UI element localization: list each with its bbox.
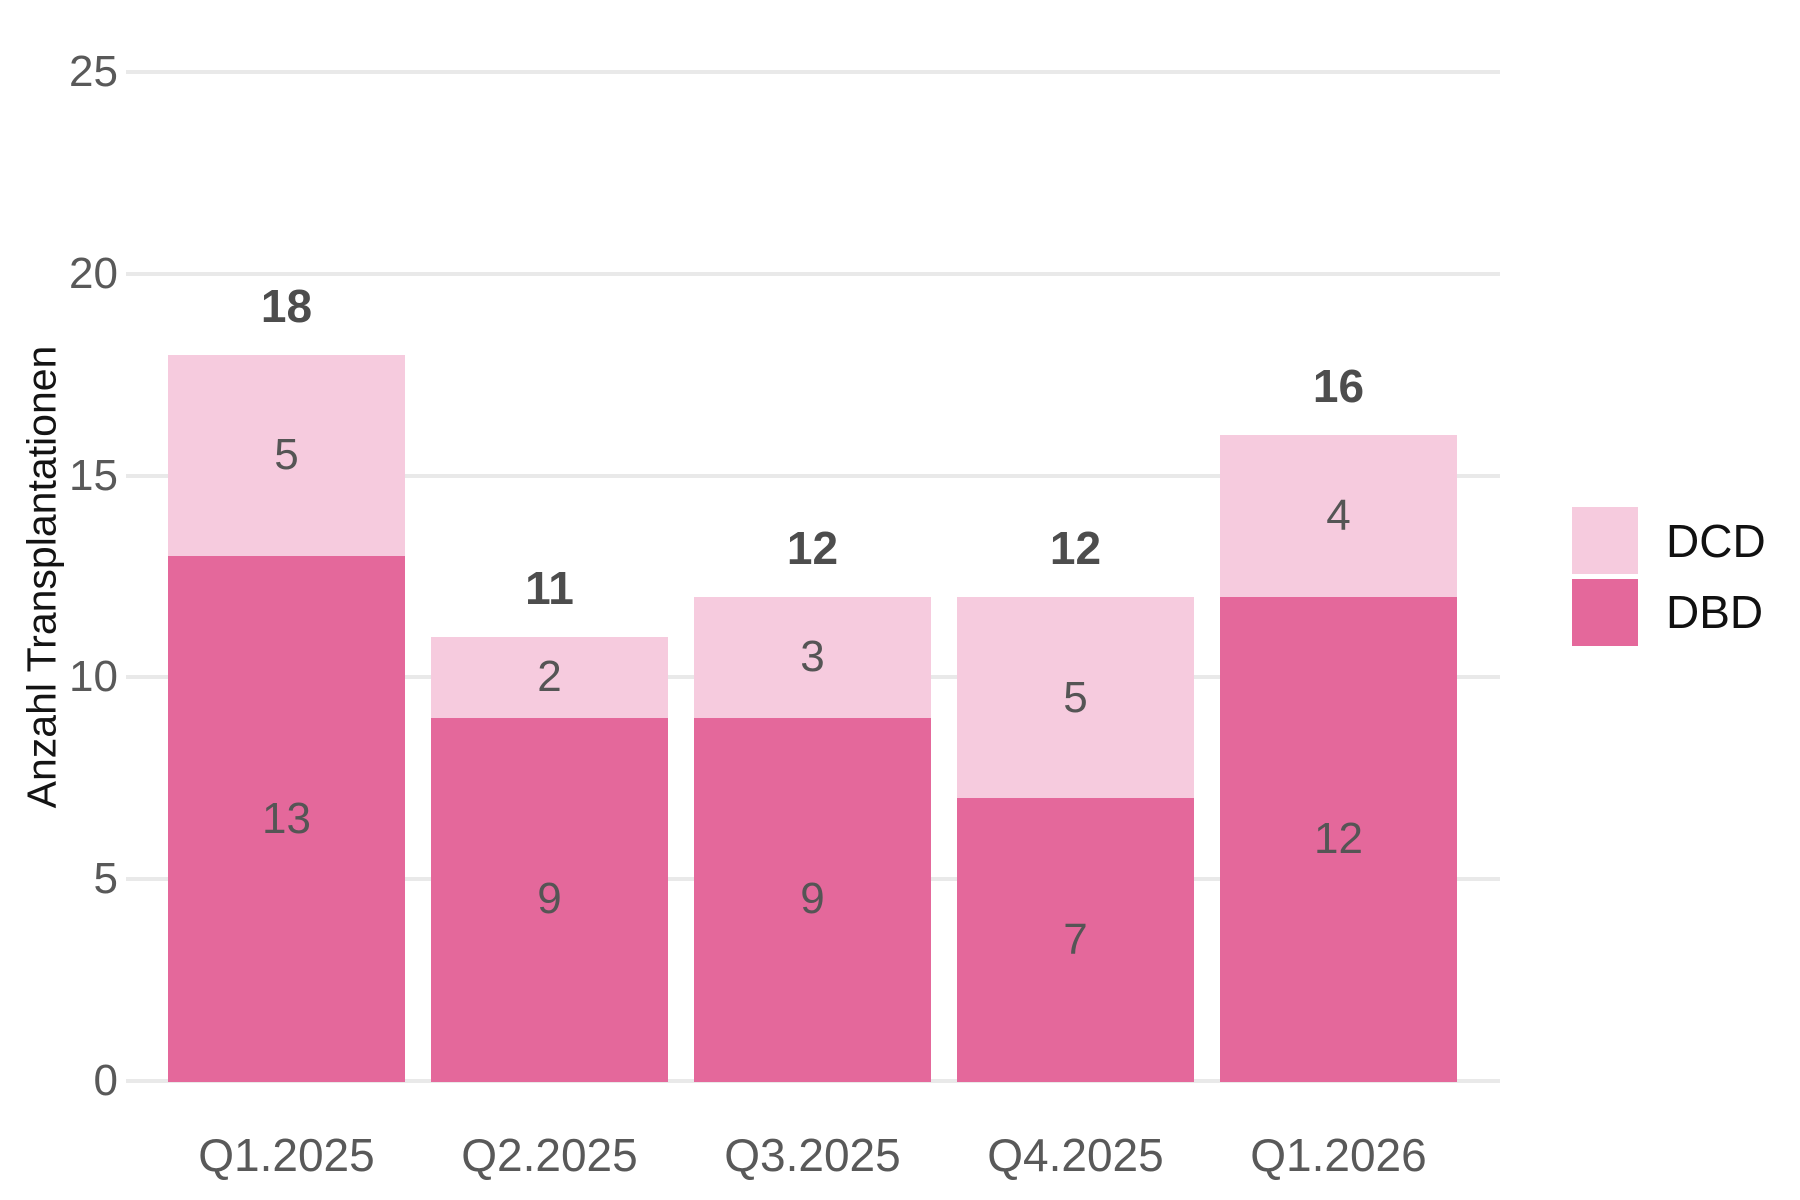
y-axis-tick-label: 5 [93, 854, 118, 904]
gridline [126, 70, 1500, 74]
y-axis-tick-label: 0 [93, 1056, 118, 1105]
segment-value-label-dbd: 7 [1063, 914, 1088, 964]
legend-swatch-dbd [1572, 578, 1638, 646]
bar-segment-dbd [431, 717, 668, 1082]
legend-swatch-dcd [1572, 507, 1638, 574]
x-axis-tick-label: Q3.2025 [724, 1129, 901, 1181]
segment-value-label-dcd: 5 [274, 430, 299, 480]
bar-total-label: 16 [1312, 360, 1365, 413]
segment-value-label-dcd: 5 [1063, 672, 1088, 722]
segment-value-label-dcd: 4 [1326, 490, 1351, 540]
gridline [126, 473, 1500, 478]
bar-segment-dbd [694, 717, 931, 1082]
segment-value-label-dbd: 13 [262, 793, 311, 843]
bar-segment-dbd [957, 798, 1194, 1082]
y-axis-tick-label: 20 [69, 248, 118, 298]
x-axis-tick-label: Q1.2025 [198, 1129, 375, 1181]
legend-label-dcd: DCD [1666, 514, 1766, 567]
y-axis-tick-label: 25 [69, 47, 118, 96]
x-axis-tick-label: Q2.2025 [461, 1129, 638, 1181]
x-axis-tick-label: Q4.2025 [987, 1129, 1164, 1181]
y-axis-tick-label: 10 [69, 652, 118, 702]
gridline [126, 271, 1500, 276]
bar-total-label: 11 [525, 562, 574, 615]
bar-segment-dcd [431, 637, 668, 718]
bar-segment-dcd [168, 354, 405, 557]
bar-total-label: 18 [260, 279, 313, 332]
bar-segment-dcd [694, 596, 931, 718]
bar-total-label: 12 [786, 521, 839, 574]
segment-value-label-dcd: 3 [800, 632, 825, 682]
segment-value-label-dcd: 2 [537, 652, 562, 702]
segment-value-label-dbd: 9 [537, 874, 562, 924]
legend-label-dbd: DBD [1666, 586, 1764, 638]
segment-value-label-dbd: 9 [800, 874, 825, 924]
y-axis-tick-label: 15 [69, 450, 118, 500]
bar-segment-dbd [168, 556, 405, 1082]
y-axis-title: Anzahl Transplantationen [18, 345, 65, 808]
segment-value-label-dbd: 12 [1314, 813, 1363, 863]
bar-segment-dcd [1220, 435, 1457, 597]
bar-segment-dcd [957, 596, 1194, 799]
bar-segment-dbd [1220, 596, 1457, 1082]
x-axis-tick-label: Q1.2026 [1250, 1129, 1427, 1181]
bar-total-label: 12 [1049, 521, 1102, 574]
